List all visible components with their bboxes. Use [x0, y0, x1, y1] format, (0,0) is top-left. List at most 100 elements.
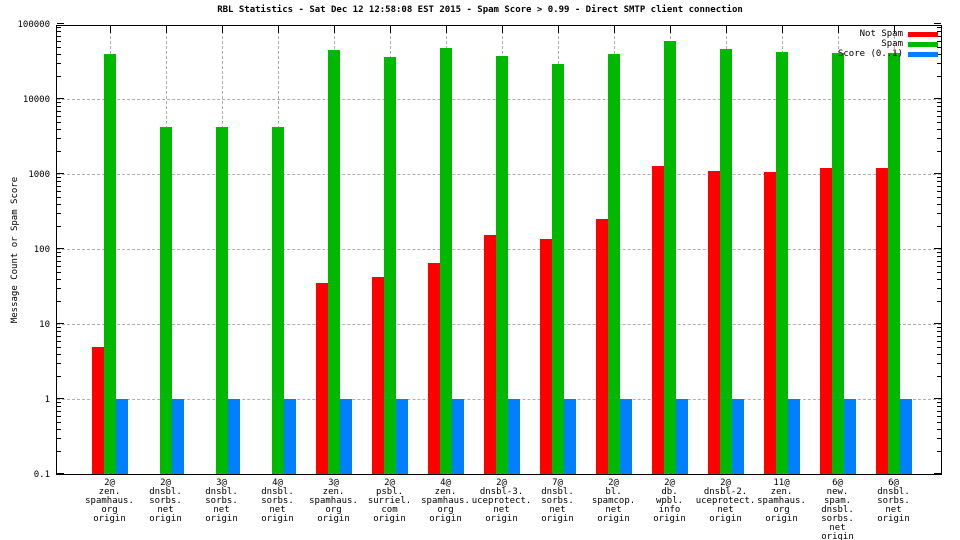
y-minor-tick: [937, 335, 941, 337]
y-major-tick: [934, 323, 941, 324]
y-minor-tick: [937, 110, 941, 112]
bar-score-0-1: [452, 399, 464, 474]
y-major-tick: [934, 23, 941, 24]
legend-swatch-score-0-1: [908, 51, 938, 57]
y-minor-tick: [937, 53, 941, 55]
y-minor-tick: [57, 288, 61, 290]
y-major-tick: [934, 473, 941, 474]
bar-score-0-1: [340, 399, 352, 474]
bar-score-0-1: [676, 399, 688, 474]
y-major-tick: [57, 173, 64, 174]
y-minor-tick: [937, 363, 941, 365]
y-minor-tick: [937, 121, 941, 123]
y-major-tick: [934, 98, 941, 99]
x-category-label: 6@ dnsbl. sorbs. net origin: [877, 478, 910, 524]
x-category-label: 6@ new. spam. dnsbl. sorbs. net origin: [821, 478, 854, 540]
legend-label: Not Spam: [859, 29, 903, 39]
y-minor-tick: [937, 256, 941, 258]
y-minor-tick: [937, 63, 941, 65]
y-minor-tick: [937, 106, 941, 108]
y-minor-tick: [57, 151, 61, 153]
bar-score-0-1: [788, 399, 800, 474]
bar-not-spam: [484, 235, 496, 474]
y-tick-label: 1: [44, 395, 50, 405]
x-top-tick: [501, 26, 503, 33]
y-tick-label: 100000: [17, 20, 50, 30]
y-minor-tick: [937, 151, 941, 153]
y-tick-label: 100: [33, 245, 50, 255]
legend-swatch-spam: [908, 41, 938, 47]
y-minor-tick: [937, 451, 941, 453]
y-minor-tick: [57, 252, 61, 254]
y-minor-tick: [937, 340, 941, 342]
y-minor-tick: [57, 428, 61, 430]
bar-not-spam: [316, 283, 328, 474]
x-category-label: 2@ zen. spamhaus. org origin: [85, 478, 134, 524]
y-minor-tick: [57, 376, 61, 378]
legend-label: Spam: [881, 39, 903, 49]
x-top-tick: [333, 26, 335, 33]
y-minor-tick: [937, 406, 941, 408]
legend-label: Score (0..1): [837, 49, 903, 59]
y-minor-tick: [57, 196, 61, 198]
y-minor-tick: [57, 53, 61, 55]
x-category-label: 2@ dnsbl-2. uceprotect. net origin: [695, 478, 756, 524]
y-minor-tick: [57, 327, 61, 329]
bar-score-0-1: [564, 399, 576, 474]
bar-score-0-1: [508, 399, 520, 474]
y-minor-tick: [937, 128, 941, 130]
x-category-label: 3@ dnsbl. sorbs. net origin: [205, 478, 238, 524]
y-minor-tick: [937, 190, 941, 192]
y-minor-tick: [937, 35, 941, 37]
y-minor-tick: [57, 27, 61, 29]
y-tick-label: 10000: [22, 95, 50, 105]
y-minor-tick: [57, 213, 61, 215]
y-minor-tick: [57, 421, 61, 423]
bar-not-spam: [876, 168, 888, 474]
y-minor-tick: [937, 288, 941, 290]
bar-spam: [104, 54, 116, 474]
x-category-label: 4@ zen. spamhaus. org origin: [421, 478, 470, 524]
y-minor-tick: [57, 271, 61, 273]
bar-spam: [608, 54, 620, 474]
x-top-tick: [445, 26, 447, 33]
y-minor-tick: [937, 181, 941, 183]
y-minor-tick: [57, 226, 61, 228]
bar-score-0-1: [732, 399, 744, 474]
y-minor-tick: [57, 353, 61, 355]
x-top-tick: [557, 26, 559, 33]
y-minor-tick: [57, 121, 61, 123]
legend-row-not-spam: Not Spam: [838, 29, 938, 39]
y-major-tick: [57, 248, 64, 249]
y-minor-tick: [937, 353, 941, 355]
bar-score-0-1: [116, 399, 128, 474]
x-category-label: 2@ db. wpbl. info origin: [653, 478, 686, 524]
y-minor-tick: [937, 213, 941, 215]
y-minor-tick: [57, 185, 61, 187]
y-minor-tick: [937, 226, 941, 228]
y-minor-tick: [57, 402, 61, 404]
y-minor-tick: [937, 177, 941, 179]
y-minor-tick: [57, 335, 61, 337]
x-category-label: 2@ bl. spamcop. net origin: [591, 478, 636, 524]
bar-spam: [832, 53, 844, 474]
legend-swatch-not-spam: [908, 31, 938, 37]
y-minor-tick: [937, 438, 941, 440]
y-minor-tick: [57, 415, 61, 417]
legend: Not Spam Spam Score (0..1): [838, 29, 938, 59]
y-tick-label: 10: [39, 320, 50, 330]
bar-not-spam: [596, 219, 608, 474]
bar-spam: [664, 41, 676, 474]
y-minor-tick: [937, 301, 941, 303]
y-minor-tick: [937, 265, 941, 267]
y-minor-tick: [57, 265, 61, 267]
y-major-tick: [57, 398, 64, 399]
y-minor-tick: [937, 196, 941, 198]
bar-score-0-1: [844, 399, 856, 474]
chart-title: RBL Statistics - Sat Dec 12 12:58:08 EST…: [217, 5, 743, 15]
bar-not-spam: [428, 263, 440, 474]
y-minor-tick: [937, 376, 941, 378]
y-minor-tick: [57, 115, 61, 117]
bar-not-spam: [652, 166, 664, 474]
